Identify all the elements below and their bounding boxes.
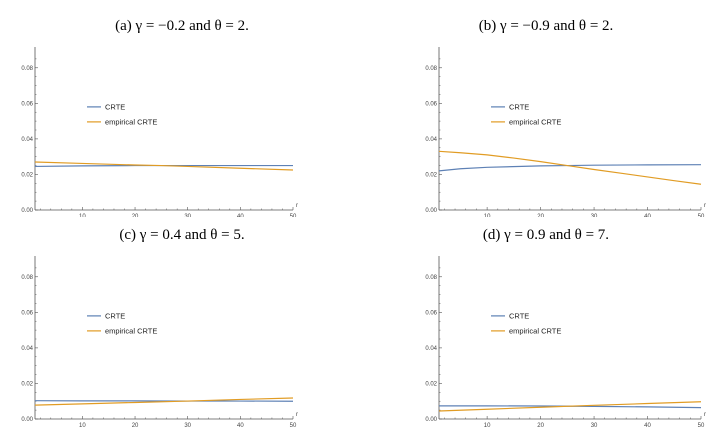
line-chart: 10 20 30 40 50 r 0.00 0.02 0.04 0.06 0.08 CRTE empir…: [21, 256, 298, 429]
chart-title: (d) γ = 0.9 and θ = 7.: [482, 227, 610, 243]
legend-label: CRTE: [105, 311, 125, 320]
crte-line: [438, 164, 702, 172]
legend-label: empirical CRTE: [105, 117, 157, 126]
x-tick-label: 30: [184, 214, 191, 217]
legend-label: CRTE: [509, 102, 529, 111]
empirical-crte-line: [34, 161, 294, 171]
chart-panel-b: (b) γ = −0.9 and θ = 2. 10 20 30 40 50 r 0.00 0…: [364, 0, 728, 217]
x-tick-label: 30: [591, 423, 598, 429]
x-axis-label: r: [296, 412, 298, 418]
y-tick-label: 0.08: [21, 66, 33, 72]
x-axis-label: r: [704, 203, 706, 209]
y-tick-label: 0.04: [425, 346, 437, 352]
x-tick-label: 50: [290, 423, 297, 429]
legend-label: CRTE: [105, 102, 125, 111]
x-tick-label: 50: [698, 214, 705, 217]
y-tick-label: 0.06: [21, 310, 33, 316]
y-tick-label: 0.00: [425, 417, 437, 423]
y-tick-label: 0.04: [21, 346, 33, 352]
x-tick-label: 50: [698, 423, 705, 429]
empirical-crte-line: [438, 401, 702, 412]
x-tick-label: 30: [591, 214, 598, 217]
chart-panel-a: (a) γ = −0.2 and θ = 2. 10 20 30 40 50 r 0.00 0…: [0, 0, 364, 217]
y-tick-label: 0.06: [21, 101, 33, 107]
y-tick-label: 0.04: [425, 137, 437, 143]
x-tick-label: 40: [237, 423, 244, 429]
y-tick-label: 0.08: [425, 66, 437, 72]
y-tick-label: 0.02: [21, 172, 33, 178]
legend-label: empirical CRTE: [105, 326, 157, 335]
line-chart: 10 20 30 40 50 r 0.00 0.02 0.04 0.06 0.08 CRTE empir…: [21, 47, 298, 217]
x-tick-label: 20: [132, 214, 139, 217]
y-tick-label: 0.06: [425, 101, 437, 107]
x-tick-label: 10: [79, 214, 86, 217]
x-tick-label: 40: [644, 214, 651, 217]
legend-label: CRTE: [509, 311, 529, 320]
chart-title: (a) γ = −0.2 and θ = 2.: [115, 18, 249, 34]
y-tick-label: 0.06: [425, 310, 437, 316]
y-tick-label: 0.08: [425, 275, 437, 281]
x-tick-label: 20: [537, 423, 544, 429]
chart-panel-c: (c) γ = 0.4 and θ = 5. 10 20 30 40 50 r 0.00 0.…: [0, 217, 364, 434]
x-tick-label: 30: [184, 423, 191, 429]
crte-line: [34, 400, 294, 402]
empirical-crte-line: [34, 397, 294, 406]
y-tick-label: 0.00: [425, 208, 437, 214]
y-tick-label: 0.02: [425, 172, 437, 178]
x-tick-label: 10: [79, 423, 86, 429]
y-tick-label: 0.02: [425, 381, 437, 387]
x-tick-label: 20: [537, 214, 544, 217]
x-tick-label: 20: [132, 423, 139, 429]
line-chart: 10 20 30 40 50 r 0.00 0.02 0.04 0.06 0.08 CRTE empir…: [425, 47, 706, 217]
y-tick-label: 0.00: [21, 417, 33, 423]
y-tick-label: 0.02: [21, 381, 33, 387]
x-tick-label: 10: [484, 423, 491, 429]
chart-title: (b) γ = −0.9 and θ = 2.: [478, 18, 614, 34]
chart-title: (c) γ = 0.4 and θ = 5.: [119, 227, 245, 243]
x-tick-label: 40: [237, 214, 244, 217]
x-tick-label: 40: [644, 423, 651, 429]
y-tick-label: 0.00: [21, 208, 33, 214]
chart-panel-d: (d) γ = 0.9 and θ = 7. 10 20 30 40 50 r 0.00 0.…: [364, 217, 728, 434]
x-tick-label: 50: [290, 214, 297, 217]
legend-label: empirical CRTE: [509, 326, 561, 335]
legend-label: empirical CRTE: [509, 117, 561, 126]
y-tick-label: 0.04: [21, 137, 33, 143]
empirical-crte-line: [438, 150, 702, 185]
line-chart: 10 20 30 40 50 r 0.00 0.02 0.04 0.06 0.08 CRTE empir…: [425, 256, 706, 429]
x-axis-label: r: [296, 203, 298, 209]
y-tick-label: 0.08: [21, 275, 33, 281]
x-tick-label: 10: [484, 214, 491, 217]
x-axis-label: r: [704, 412, 706, 418]
